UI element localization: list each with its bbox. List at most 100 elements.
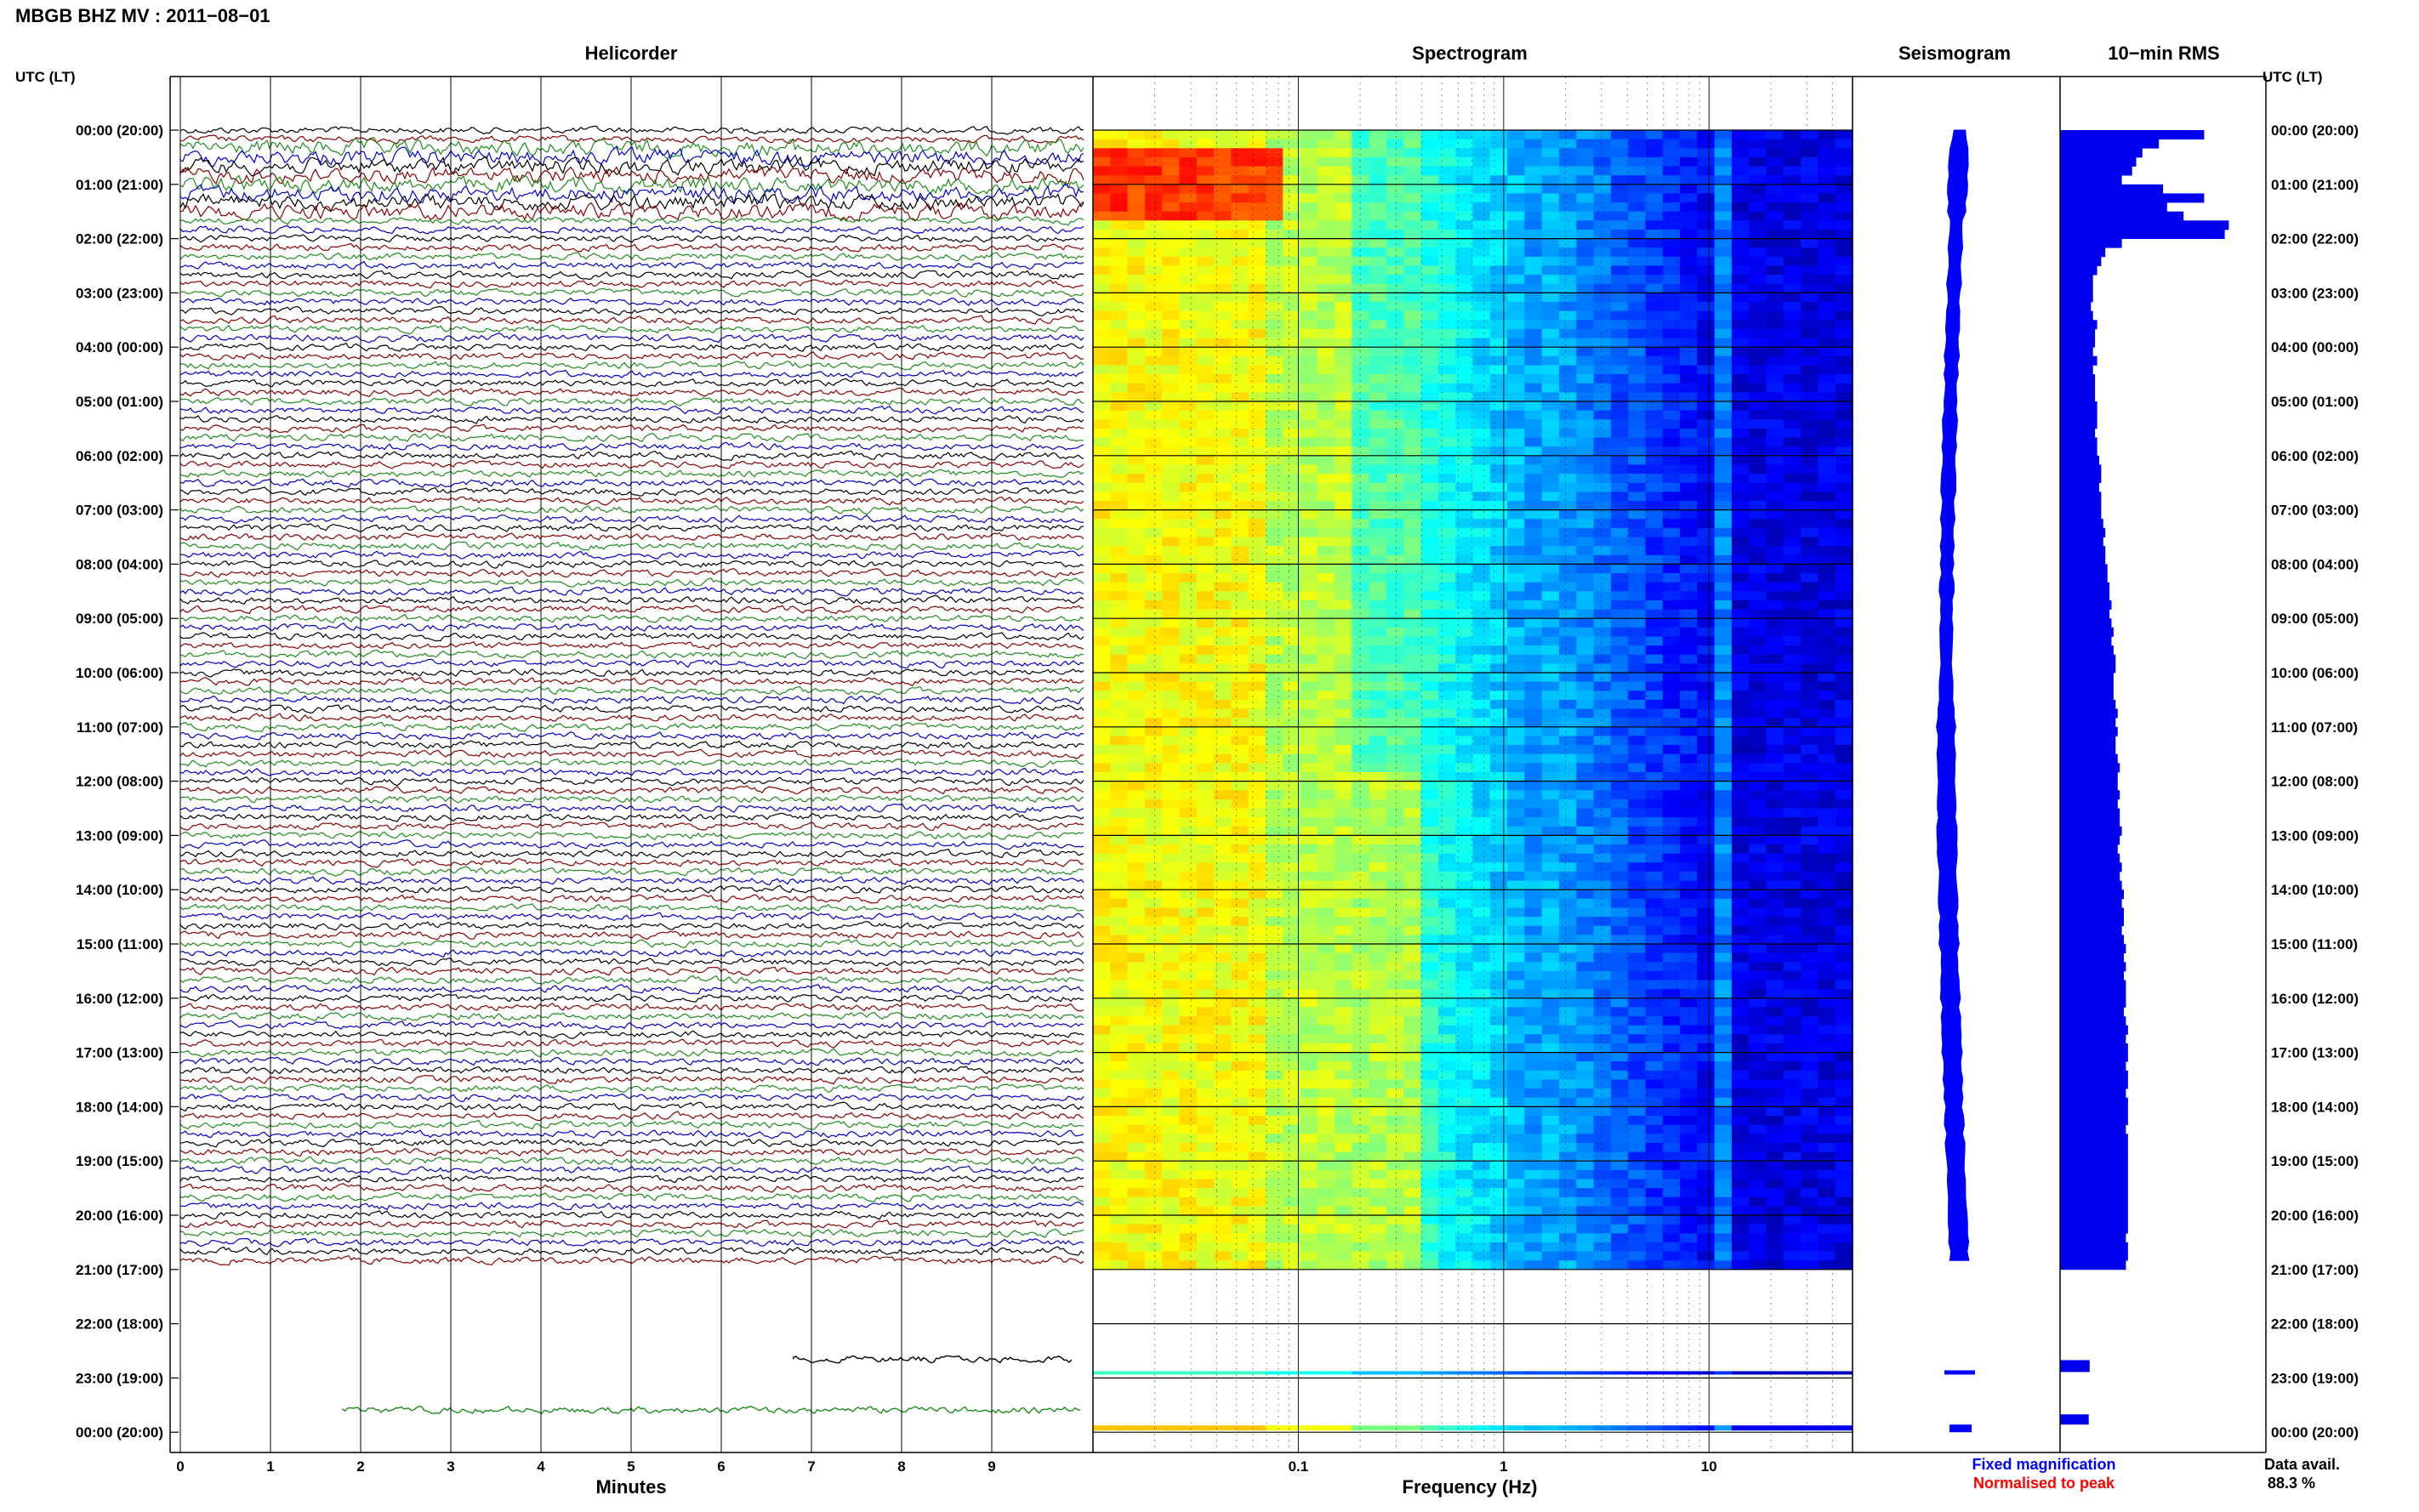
- spectrogram-cell: [1352, 935, 1370, 945]
- spectrogram-cell: [1472, 1034, 1491, 1044]
- spectrogram-cell: [1352, 907, 1370, 918]
- spectrogram-cell: [1403, 853, 1422, 863]
- spectrogram-cell: [1697, 609, 1716, 619]
- spectrogram-cell: [1610, 853, 1629, 863]
- spectrogram-cell: [1369, 817, 1387, 827]
- spectrogram-cell: [1283, 283, 1301, 293]
- spectrogram-cell: [1179, 1052, 1198, 1062]
- spectrogram-cell: [1731, 663, 1750, 674]
- spectrogram-cell: [1801, 962, 1819, 972]
- spectrogram-cell: [1162, 826, 1181, 836]
- spectrogram-cell: [1593, 1106, 1612, 1117]
- spectrogram-cell: [1645, 148, 1664, 158]
- spectrogram-cell: [1731, 564, 1750, 574]
- spectrogram-cell: [1541, 437, 1560, 447]
- spectrogram-cell: [1766, 156, 1784, 168]
- spectrogram-cell: [1714, 1079, 1733, 1089]
- spectrogram-cell: [1317, 148, 1335, 158]
- spectrogram-cell: [1352, 130, 1370, 140]
- spectrogram-cell: [1093, 156, 1111, 168]
- spectrogram-cell: [1783, 139, 1801, 149]
- spectrogram-cell: [1196, 509, 1215, 520]
- spectrogram-cell: [1749, 156, 1767, 168]
- spectrogram-cell: [1472, 156, 1491, 168]
- spectrogram-cell: [1766, 527, 1784, 538]
- spectrogram-cell: [1697, 392, 1716, 402]
- spectrogram-cell: [1110, 763, 1129, 773]
- spectrogram-cell: [1196, 726, 1215, 736]
- spectrogram-cell: [1403, 310, 1422, 321]
- spectrogram-cell: [1266, 1079, 1283, 1089]
- spectrogram-cell: [1196, 275, 1215, 285]
- spectrogram-cell: [1196, 970, 1215, 981]
- spectrogram-cell: [1801, 139, 1819, 149]
- spectrogram-cell: [1162, 355, 1181, 366]
- helicorder-trace: [179, 803, 1084, 813]
- spectrogram-cell: [1162, 998, 1181, 1008]
- spectrogram-cell: [1818, 554, 1836, 565]
- spectrogram-cell: [1231, 790, 1249, 800]
- spectrogram-cell: [1628, 1097, 1647, 1107]
- spectrogram-cell: [1437, 139, 1456, 149]
- spectrogram-cell: [1749, 1034, 1767, 1044]
- spectrogram-cell: [1127, 1007, 1146, 1017]
- spectrogram-cell: [1144, 636, 1163, 646]
- spectrogram-cell: [1231, 328, 1249, 339]
- spectrogram-cell: [1403, 365, 1422, 375]
- spectrogram-cell: [1714, 374, 1733, 384]
- spectrogram-cell: [1300, 1116, 1318, 1126]
- spectrogram-cell: [1731, 1097, 1750, 1107]
- spectrogram-cell: [1214, 745, 1232, 755]
- spectrogram-cell: [1749, 817, 1767, 827]
- spectrogram-cell: [1403, 871, 1422, 882]
- spectrogram-cell: [1248, 230, 1266, 240]
- spectrogram-cell: [1093, 220, 1111, 230]
- spectrogram-cell: [1818, 166, 1836, 176]
- spectrogram-cell: [1662, 699, 1681, 710]
- spectrogram-cell: [1766, 681, 1784, 691]
- spectrogram-cell: [1403, 1124, 1422, 1134]
- spectrogram-cell: [1196, 681, 1215, 691]
- spectrogram-cell: [1628, 573, 1647, 583]
- spectrogram-cell: [1576, 663, 1595, 674]
- spectrogram-cell: [1818, 428, 1836, 439]
- spectrogram-cell: [1420, 627, 1439, 637]
- spectrogram-cell: [1766, 509, 1784, 520]
- spectrogram-cell: [1645, 410, 1664, 420]
- spectrogram-cell: [1593, 428, 1612, 439]
- spectrogram-cell: [1541, 1025, 1560, 1035]
- spectrogram-cell: [1766, 573, 1784, 583]
- spectrogram-cell: [1576, 482, 1595, 492]
- spectrogram-cell: [1489, 826, 1508, 836]
- spectrogram-cell: [1645, 428, 1664, 439]
- spectrogram-cell: [1437, 347, 1456, 357]
- spectrogram-cell: [1127, 139, 1146, 149]
- spectrogram-cell: [1214, 699, 1232, 710]
- spectrogram-cell: [1420, 247, 1439, 258]
- spectrogram-cell: [1144, 1061, 1163, 1071]
- spectrogram-cell: [1231, 591, 1249, 601]
- spectrogram-cell: [1524, 419, 1543, 429]
- spectrogram-cell: [1214, 898, 1232, 908]
- spectrogram-cell: [1766, 383, 1784, 393]
- spectrogram-cell: [1196, 645, 1215, 656]
- spectrogram-cell: [1300, 726, 1318, 736]
- spectrogram-cell: [1437, 1097, 1456, 1107]
- spectrogram-cell: [1144, 474, 1163, 484]
- spectrogram-cell: [1524, 790, 1543, 800]
- spectrogram-cell: [1437, 753, 1456, 764]
- spectrogram-cell: [1576, 627, 1595, 637]
- spectrogram-cell: [1472, 1007, 1491, 1017]
- spectrogram-cell: [1455, 654, 1474, 664]
- spectrogram-cell: [1437, 1089, 1456, 1099]
- spectrogram-cell: [1093, 265, 1111, 276]
- spectrogram-cell: [1645, 537, 1664, 547]
- spectrogram-cell: [1248, 202, 1266, 213]
- spectrogram-cell: [1266, 980, 1283, 990]
- spectrogram-cell: [1283, 844, 1301, 855]
- spectrogram-cell: [1835, 519, 1853, 529]
- spectrogram-cell: [1144, 989, 1163, 999]
- spectrogram-cell: [1697, 835, 1716, 845]
- spectrogram-cell: [1662, 1052, 1681, 1062]
- spectrogram-cell: [1420, 365, 1439, 375]
